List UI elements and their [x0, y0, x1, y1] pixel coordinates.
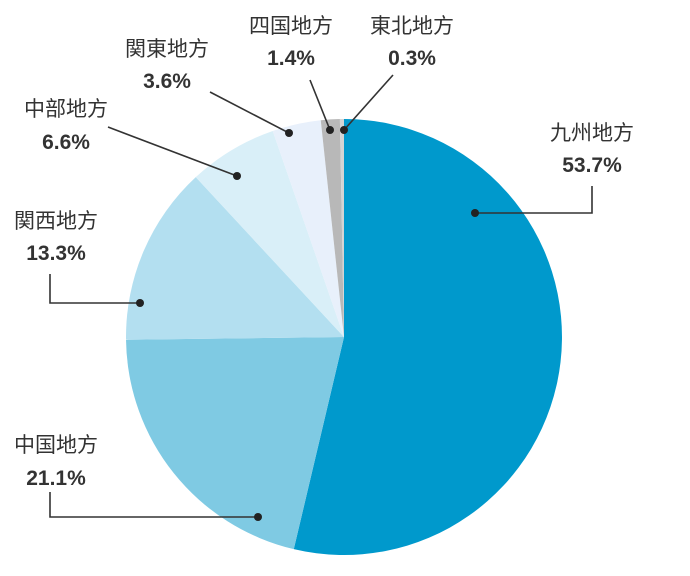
label-value-slice-2: 21.1%: [26, 467, 86, 490]
pie-slices: [126, 119, 562, 555]
label-value-slice-3: 13.3%: [26, 242, 86, 265]
label-name-slice-4: 中部地方: [24, 97, 108, 121]
leader-dot-slice-4: [233, 172, 241, 180]
leader-line-slice-4: [107, 126, 238, 177]
leader-dot-slice-6: [326, 126, 334, 134]
leader-line-slice-2: [49, 492, 258, 518]
leader-dot-slice-5: [285, 129, 293, 137]
pie-slice-5: [272, 120, 344, 338]
pie-slice-2: [126, 337, 345, 550]
label-value-slice-4: 6.6%: [42, 131, 90, 154]
label-value-slice-7: 0.3%: [388, 47, 436, 70]
label-name-slice-5: 関東地方: [125, 37, 209, 61]
pie-slice-1: [293, 119, 562, 555]
leader-line-slice-6: [309, 79, 331, 131]
pie-labels: 九州地方 53.7% 中国地方 21.1% 関西地方 13.3% 中部地方 6.6% 関東地方 3…: [14, 14, 634, 521]
pie-slice-7: [339, 119, 344, 337]
label-value-slice-1: 53.7%: [562, 154, 622, 177]
leader-dot-slice-7: [340, 126, 348, 134]
label-value-slice-5: 3.6%: [143, 70, 191, 93]
label-name-slice-2: 中国地方: [14, 433, 98, 457]
leader-dot-slice-3: [136, 299, 144, 307]
leader-dot-slice-2: [254, 513, 262, 521]
label-name-slice-1: 九州地方: [550, 121, 634, 145]
pie-slice-6: [320, 119, 344, 337]
label-value-slice-6: 1.4%: [267, 47, 315, 70]
label-name-slice-6: 四国地方: [249, 14, 333, 38]
pie-slice-3: [126, 177, 344, 340]
leader-line-slice-5: [209, 91, 290, 134]
pie-slice-4: [195, 130, 344, 337]
leader-line-slice-1: [475, 186, 593, 214]
label-name-slice-7: 東北地方: [370, 14, 454, 38]
leader-line-slice-3: [49, 274, 140, 304]
leader-line-slice-7: [343, 74, 394, 131]
leader-dot-slice-1: [471, 209, 479, 217]
label-name-slice-3: 関西地方: [14, 209, 98, 233]
